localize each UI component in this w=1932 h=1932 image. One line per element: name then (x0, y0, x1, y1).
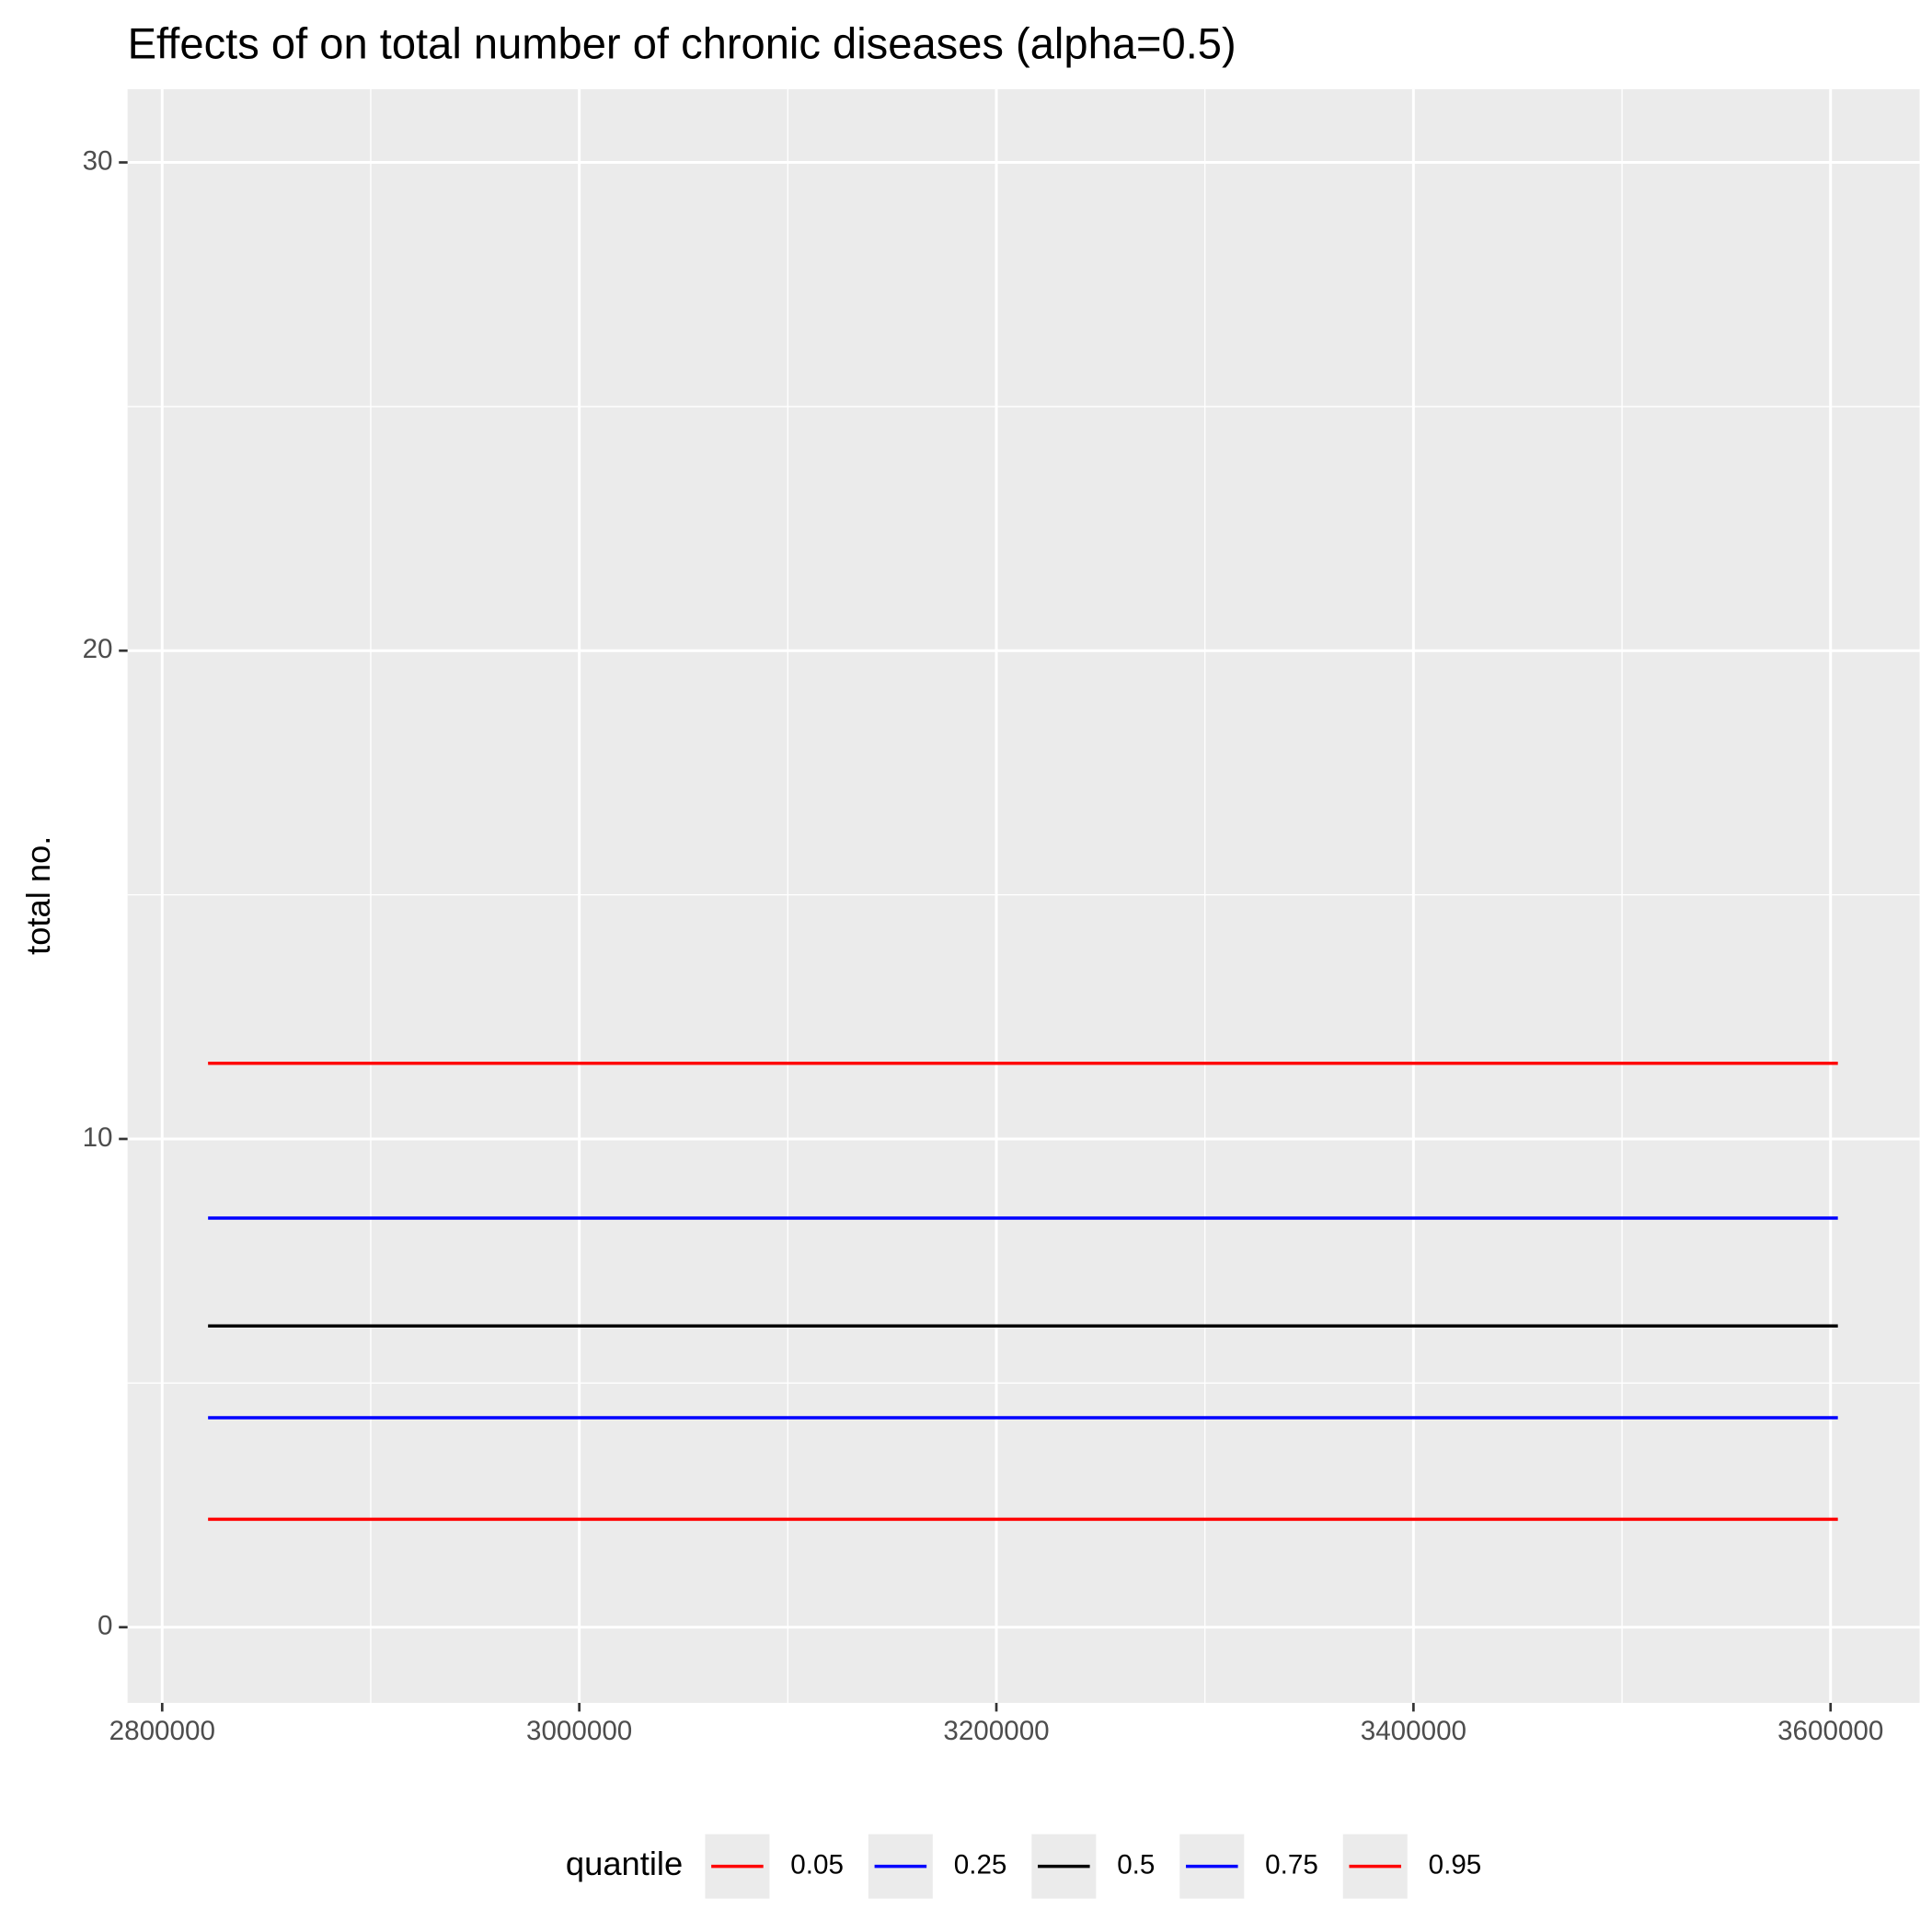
x-tick-label: 3600000 (1777, 1716, 1883, 1746)
x-tick-label: 3400000 (1361, 1716, 1466, 1746)
y-tick-label: 30 (83, 145, 113, 176)
x-tick-label: 3000000 (526, 1716, 632, 1746)
panel (127, 88, 1920, 1703)
legend-label: 0.5 (1117, 1849, 1155, 1880)
y-axis-title: total no. (19, 836, 57, 955)
legend-label: 0.25 (954, 1849, 1007, 1880)
legend: quantile 0.05 0.25 0.5 0.75 0.95 (566, 1834, 1481, 1899)
legend-label: 0.05 (790, 1849, 844, 1880)
legend-label: 0.95 (1429, 1849, 1482, 1880)
y-tick-label: 0 (98, 1611, 112, 1641)
x-tick-label: 2800000 (109, 1716, 215, 1746)
chart-title: Effects of on total number of chronic di… (128, 18, 1236, 67)
legend-title: quantile (566, 1845, 683, 1882)
x-tick-label: 3200000 (943, 1716, 1049, 1746)
y-tick-label: 10 (83, 1122, 113, 1153)
legend-label: 0.75 (1265, 1849, 1318, 1880)
y-tick-label: 20 (83, 634, 113, 664)
